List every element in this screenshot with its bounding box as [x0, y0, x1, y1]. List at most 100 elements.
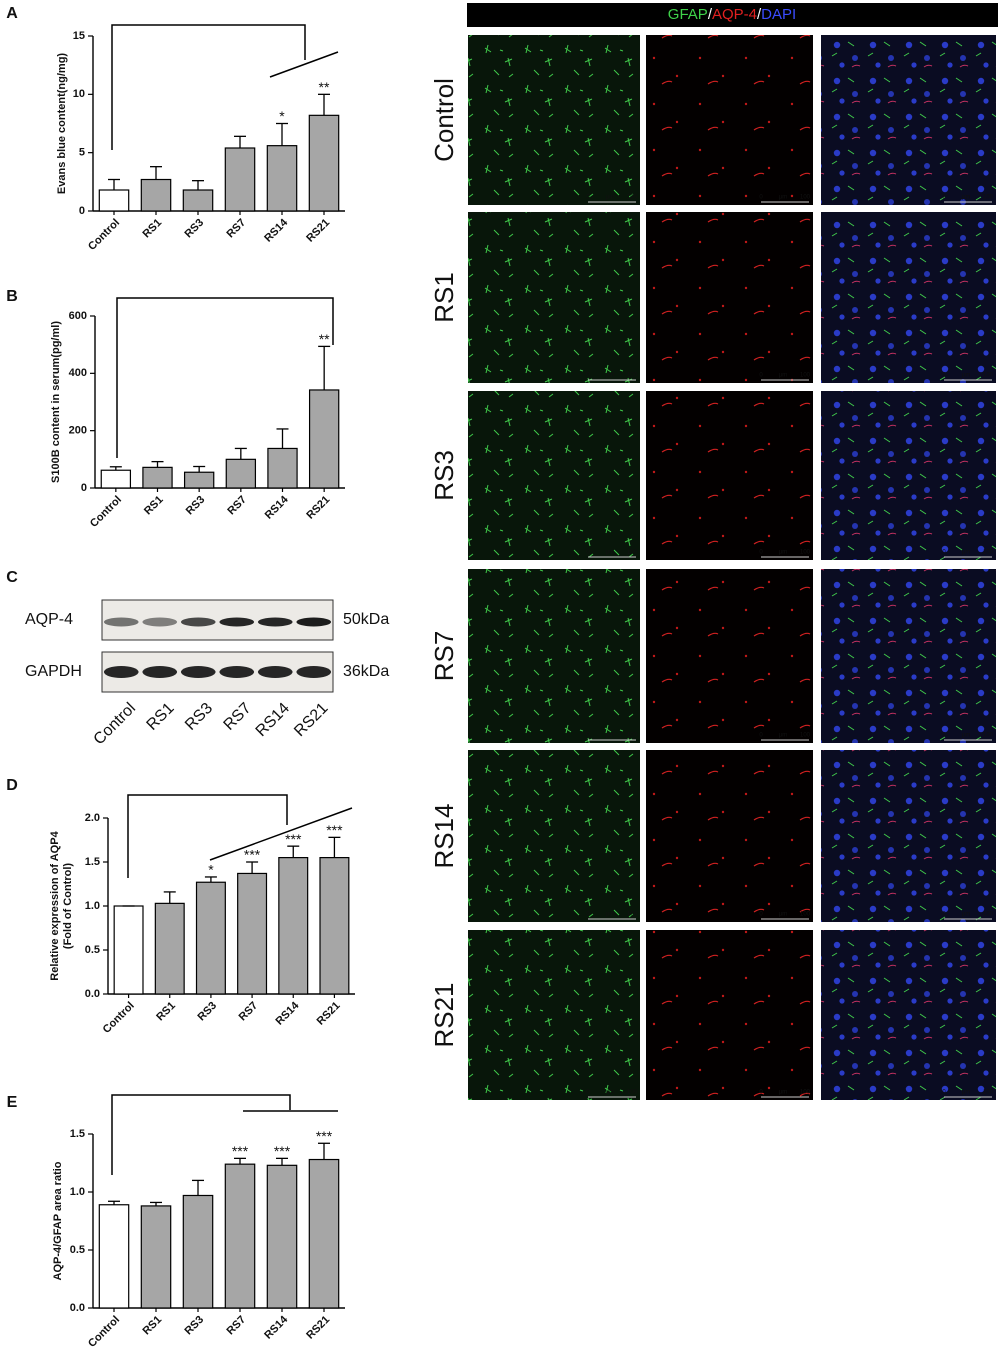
x-tick-label: RS1: [141, 1314, 165, 1338]
x-tick-label: RS3: [184, 494, 208, 518]
x-tick-label: RS7: [225, 1314, 249, 1338]
scale-label: µm: [779, 195, 787, 201]
scale-label: 0: [759, 733, 763, 739]
scale-label: 0: [942, 733, 946, 739]
scale-label: µm: [779, 733, 787, 739]
bar: [224, 1163, 256, 1309]
micrograph: [821, 930, 996, 1100]
scale-label: µm: [606, 373, 614, 379]
scale-label: µm: [606, 1090, 614, 1096]
micrograph: [468, 750, 640, 922]
y-axis-label: AQP-4/GFAP area ratio: [52, 1161, 64, 1280]
bracket: [127, 794, 288, 878]
scale-label: 100: [983, 733, 994, 739]
y-axis-label: (Fold of Control): [62, 863, 74, 949]
bracket: [209, 807, 353, 861]
bar: [100, 469, 132, 489]
bar: [267, 447, 298, 489]
x-tick-label: Control: [88, 494, 124, 530]
y-tick-label: 5: [79, 147, 85, 159]
y-tick-label: 10: [73, 88, 85, 100]
significance: *: [279, 108, 285, 124]
lane-label: RS7: [221, 700, 255, 734]
x-tick-label: RS1: [142, 494, 166, 518]
x-tick-label: RS21: [304, 217, 332, 245]
scale-label: 100: [983, 912, 994, 918]
row-label: RS14: [429, 803, 459, 868]
panel-label: D: [6, 777, 18, 794]
bar: [308, 1158, 340, 1309]
x-tick-label: RS21: [304, 1314, 332, 1342]
blot-band: [219, 666, 255, 678]
scale-label: 100: [627, 912, 638, 918]
scale-label: 0: [586, 733, 590, 739]
significance: **: [319, 331, 330, 347]
bar: [182, 189, 214, 212]
scale-label: 0: [759, 195, 763, 201]
micrograph: [468, 391, 640, 560]
scale-label: 0: [759, 373, 763, 379]
lane-label: RS21: [291, 700, 331, 740]
scale-label: 100: [983, 195, 994, 201]
x-tick-label: RS7: [225, 494, 249, 518]
scale-label: µm: [962, 733, 970, 739]
significance: ***: [274, 1143, 291, 1159]
x-tick-label: Control: [86, 1314, 122, 1350]
scale-label: µm: [962, 373, 970, 379]
x-tick-label: RS1: [141, 217, 165, 241]
bar: [225, 458, 257, 489]
bar: [142, 466, 173, 489]
scale-label: 100: [627, 195, 638, 201]
y-axis-label: Relative expression of AQP4: [49, 830, 61, 980]
x-tick-label: RS3: [183, 217, 207, 241]
significance: ***: [285, 831, 302, 847]
blot-frame: [101, 599, 334, 641]
bar: [278, 856, 309, 995]
scale-label: µm: [779, 550, 787, 556]
scale-label: µm: [962, 912, 970, 918]
micrograph: [468, 212, 640, 383]
scale-label: 100: [800, 1090, 811, 1096]
scale-label: 100: [627, 733, 638, 739]
micrograph: [821, 35, 996, 205]
significance: ***: [232, 1143, 249, 1159]
blot-band: [257, 666, 293, 678]
bar: [154, 902, 185, 995]
bracket: [111, 24, 306, 150]
row-label: RS7: [429, 631, 459, 682]
y-tick-label: 0.5: [85, 944, 100, 956]
x-tick-label: Control: [101, 1000, 137, 1036]
x-tick-label: RS3: [195, 1000, 219, 1024]
scale-label: 0: [759, 1090, 763, 1096]
row-label: Control: [429, 78, 459, 162]
bar: [266, 145, 298, 212]
bar: [182, 1194, 214, 1309]
scale-label: µm: [962, 550, 970, 556]
scale-label: µm: [779, 912, 787, 918]
scale-label: 100: [983, 1090, 994, 1096]
micrograph: [468, 569, 640, 743]
micrograph: [646, 750, 813, 922]
micrograph: [646, 930, 813, 1100]
scale-label: 100: [800, 733, 811, 739]
x-tick-label: RS7: [237, 1000, 261, 1024]
band-size: 36kDa: [343, 663, 389, 680]
scale-label: 0: [586, 373, 590, 379]
scale-label: 0: [942, 1090, 946, 1096]
bracket: [116, 297, 334, 458]
x-tick-label: RS14: [262, 1313, 291, 1342]
micrograph: [821, 212, 996, 383]
y-tick-label: 2.0: [85, 812, 100, 824]
blot-band: [103, 617, 139, 627]
x-tick-label: RS14: [273, 999, 302, 1028]
blot-band: [296, 666, 332, 678]
bar: [140, 178, 172, 212]
scale-label: 0: [759, 550, 763, 556]
x-tick-label: RS3: [183, 1314, 207, 1338]
title-bar: [467, 3, 998, 27]
row-label: RS21: [429, 982, 459, 1047]
y-tick-label: 600: [69, 310, 87, 322]
scale-label: 100: [627, 550, 638, 556]
content: ABCDEF051015Evans blue content(ng/mg)Con…: [6, 3, 998, 1350]
scale-label: 0: [759, 912, 763, 918]
